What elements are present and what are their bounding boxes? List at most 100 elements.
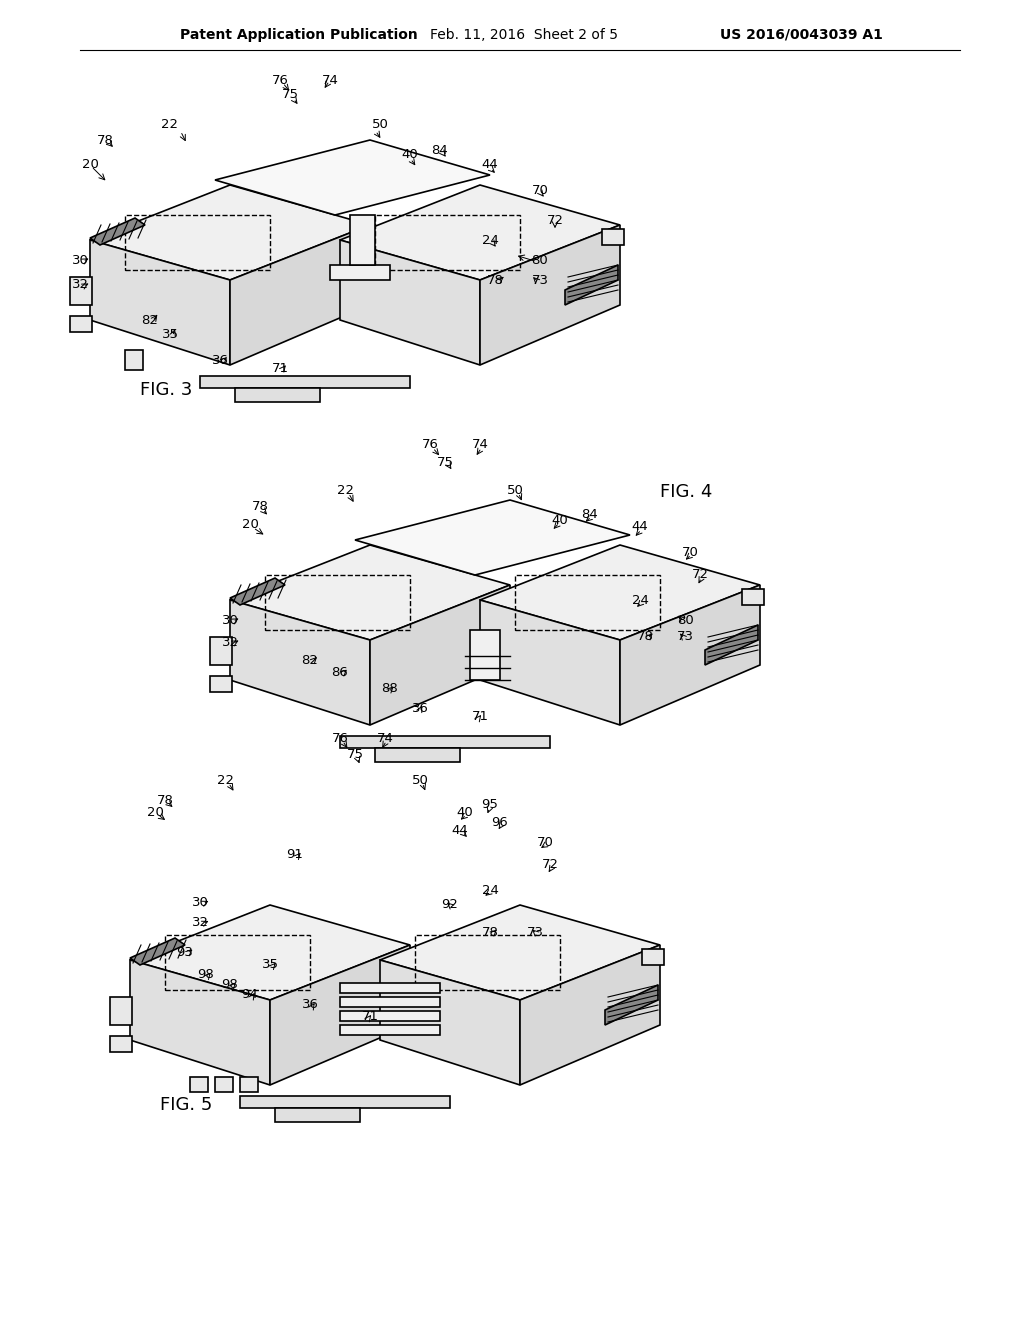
Text: 95: 95 bbox=[481, 799, 499, 812]
Text: 40: 40 bbox=[552, 513, 568, 527]
Polygon shape bbox=[130, 960, 270, 1085]
Text: 78: 78 bbox=[637, 631, 653, 644]
Text: 78: 78 bbox=[486, 273, 504, 286]
Text: 22: 22 bbox=[216, 774, 233, 787]
Polygon shape bbox=[480, 601, 620, 725]
Text: 30: 30 bbox=[72, 253, 88, 267]
Text: FIG. 3: FIG. 3 bbox=[140, 381, 193, 399]
Bar bbox=[125, 215, 270, 271]
Bar bbox=[340, 983, 440, 993]
Text: 76: 76 bbox=[271, 74, 289, 87]
Bar bbox=[470, 630, 500, 680]
Text: 36: 36 bbox=[412, 701, 428, 714]
Polygon shape bbox=[705, 624, 758, 665]
Text: 72: 72 bbox=[542, 858, 558, 871]
Bar bbox=[210, 676, 232, 692]
Bar bbox=[742, 589, 764, 605]
Text: 74: 74 bbox=[472, 438, 488, 451]
Text: 75: 75 bbox=[346, 748, 364, 762]
Text: 70: 70 bbox=[531, 183, 549, 197]
Polygon shape bbox=[230, 545, 510, 640]
Polygon shape bbox=[230, 601, 370, 725]
Bar bbox=[350, 215, 375, 265]
Text: 76: 76 bbox=[422, 438, 438, 451]
Text: 76: 76 bbox=[332, 731, 348, 744]
Text: 91: 91 bbox=[287, 849, 303, 862]
Text: 78: 78 bbox=[157, 793, 173, 807]
Text: 94: 94 bbox=[242, 989, 258, 1002]
Text: 36: 36 bbox=[301, 998, 318, 1011]
Text: 88: 88 bbox=[382, 681, 398, 694]
Polygon shape bbox=[90, 218, 145, 246]
Bar bbox=[340, 1026, 440, 1035]
Text: 73: 73 bbox=[526, 925, 544, 939]
Text: 84: 84 bbox=[432, 144, 449, 157]
Bar bbox=[125, 350, 143, 370]
Polygon shape bbox=[620, 585, 760, 725]
Text: 32: 32 bbox=[191, 916, 209, 928]
Text: 98: 98 bbox=[221, 978, 239, 991]
Polygon shape bbox=[270, 945, 410, 1085]
Bar bbox=[110, 1036, 132, 1052]
Bar bbox=[515, 576, 660, 630]
Text: 93: 93 bbox=[176, 945, 194, 958]
Text: 74: 74 bbox=[322, 74, 339, 87]
Text: 70: 70 bbox=[682, 545, 698, 558]
Text: 82: 82 bbox=[141, 314, 159, 326]
Text: 35: 35 bbox=[261, 958, 279, 972]
Polygon shape bbox=[520, 945, 660, 1085]
Text: 44: 44 bbox=[632, 520, 648, 533]
Text: FIG. 5: FIG. 5 bbox=[160, 1096, 212, 1114]
Bar bbox=[602, 228, 624, 246]
Bar bbox=[375, 748, 460, 762]
Bar bbox=[190, 1077, 208, 1092]
Text: 36: 36 bbox=[212, 354, 228, 367]
Bar bbox=[70, 277, 92, 305]
Polygon shape bbox=[90, 240, 230, 366]
Polygon shape bbox=[370, 585, 510, 725]
Bar bbox=[340, 997, 440, 1007]
Text: 96: 96 bbox=[492, 816, 508, 829]
Text: 71: 71 bbox=[471, 710, 488, 723]
Bar bbox=[200, 376, 410, 388]
Text: 78: 78 bbox=[96, 133, 114, 147]
Bar bbox=[330, 265, 390, 280]
Text: 22: 22 bbox=[337, 483, 353, 496]
Polygon shape bbox=[340, 240, 480, 366]
Polygon shape bbox=[480, 224, 620, 366]
Polygon shape bbox=[90, 185, 370, 280]
Text: 86: 86 bbox=[332, 665, 348, 678]
Text: 50: 50 bbox=[372, 119, 388, 132]
Text: 24: 24 bbox=[632, 594, 648, 606]
Polygon shape bbox=[215, 140, 490, 215]
Bar bbox=[215, 1077, 233, 1092]
Text: 98: 98 bbox=[197, 969, 213, 982]
Text: 35: 35 bbox=[162, 329, 178, 342]
Text: 40: 40 bbox=[401, 149, 419, 161]
Text: 32: 32 bbox=[221, 635, 239, 648]
Polygon shape bbox=[130, 939, 185, 965]
Bar bbox=[642, 949, 664, 965]
Text: 20: 20 bbox=[242, 519, 258, 532]
Text: 44: 44 bbox=[481, 158, 499, 172]
Text: 22: 22 bbox=[162, 119, 178, 132]
Text: 24: 24 bbox=[481, 234, 499, 247]
Bar bbox=[240, 1096, 450, 1107]
Text: FIG. 4: FIG. 4 bbox=[660, 483, 713, 502]
Text: 71: 71 bbox=[361, 1011, 379, 1023]
Text: 84: 84 bbox=[582, 507, 598, 520]
Text: 30: 30 bbox=[221, 614, 239, 627]
Bar bbox=[275, 1107, 360, 1122]
Text: 78: 78 bbox=[252, 500, 268, 513]
Polygon shape bbox=[130, 906, 410, 1001]
Polygon shape bbox=[380, 906, 660, 1001]
Bar bbox=[375, 215, 520, 271]
Text: 30: 30 bbox=[191, 895, 209, 908]
Polygon shape bbox=[565, 265, 618, 305]
Text: 71: 71 bbox=[271, 362, 289, 375]
Text: 32: 32 bbox=[72, 279, 88, 292]
Text: Feb. 11, 2016  Sheet 2 of 5: Feb. 11, 2016 Sheet 2 of 5 bbox=[430, 28, 618, 42]
Bar bbox=[210, 638, 232, 665]
Text: 44: 44 bbox=[452, 824, 468, 837]
Bar bbox=[110, 997, 132, 1026]
